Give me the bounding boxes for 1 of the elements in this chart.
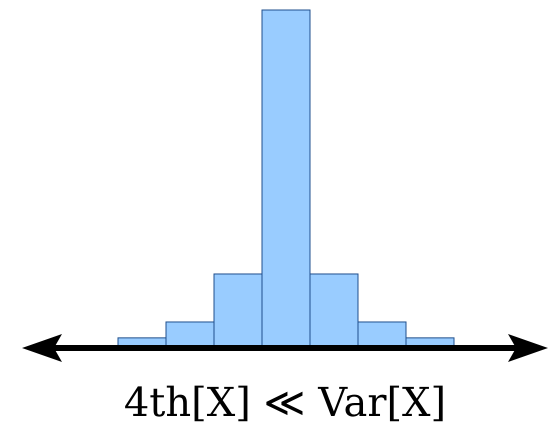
x-axis-title: 4th[X] ≪ Var[X]	[124, 380, 446, 426]
